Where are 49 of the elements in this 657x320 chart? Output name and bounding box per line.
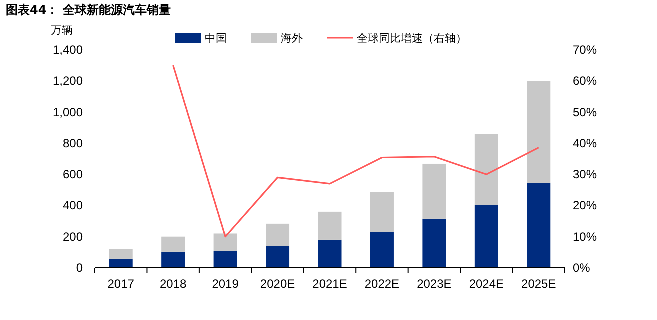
bar bbox=[527, 81, 551, 183]
y2-tick-label: 30% bbox=[573, 168, 598, 182]
y2-tick-label: 0% bbox=[573, 261, 591, 275]
y2-tick-label: 60% bbox=[573, 74, 598, 88]
bar bbox=[422, 164, 446, 219]
legend-label: 全球同比增速（右轴） bbox=[357, 32, 467, 45]
bar bbox=[266, 224, 290, 246]
bar bbox=[370, 232, 394, 268]
y2-tick-label: 40% bbox=[573, 136, 598, 150]
bar bbox=[318, 212, 342, 240]
bar bbox=[214, 251, 238, 268]
y-tick-label: 600 bbox=[62, 168, 84, 182]
y-tick-label: 200 bbox=[62, 230, 84, 244]
x-tick-label: 2025E bbox=[522, 277, 556, 291]
y2-tick-label: 70% bbox=[573, 43, 598, 57]
legend-label: 中国 bbox=[205, 32, 227, 45]
bar bbox=[162, 252, 186, 268]
bar bbox=[527, 182, 551, 268]
x-tick-label: 2018 bbox=[160, 277, 188, 291]
x-tick-label: 2020E bbox=[260, 277, 296, 291]
bar bbox=[266, 246, 290, 268]
bar bbox=[474, 205, 498, 268]
y-tick-label: 800 bbox=[62, 136, 84, 150]
y2-tick-label: 10% bbox=[573, 230, 598, 244]
x-tick-label: 2023E bbox=[417, 277, 452, 291]
x-tick-label: 2019 bbox=[212, 277, 240, 291]
y-tick-label: 1,400 bbox=[52, 43, 84, 57]
y-tick-label: 400 bbox=[62, 198, 84, 213]
bar bbox=[162, 236, 186, 252]
y2-tick-label: 20% bbox=[573, 198, 598, 213]
y2-tick-label: 50% bbox=[573, 105, 598, 120]
bar bbox=[318, 240, 342, 268]
bar bbox=[214, 234, 238, 252]
x-tick-label: 2021E bbox=[312, 277, 348, 291]
bar bbox=[109, 249, 133, 259]
y-tick-label: 0 bbox=[76, 261, 84, 275]
bar bbox=[370, 192, 394, 232]
bar bbox=[474, 134, 498, 206]
y-axis-title: 万辆 bbox=[51, 24, 73, 37]
y-tick-label: 1,200 bbox=[52, 74, 84, 88]
x-tick-label: 2022E bbox=[364, 277, 400, 291]
x-tick-label: 2024E bbox=[469, 277, 504, 291]
x-tick-label: 2017 bbox=[108, 277, 135, 291]
y-tick-label: 1,000 bbox=[52, 105, 84, 120]
bar bbox=[422, 218, 446, 268]
chart-title: 图表44： 全球新能源汽车销量 bbox=[6, 3, 171, 17]
line-series bbox=[172, 64, 540, 238]
bar bbox=[109, 258, 133, 268]
legend-label: 海外 bbox=[281, 32, 303, 45]
